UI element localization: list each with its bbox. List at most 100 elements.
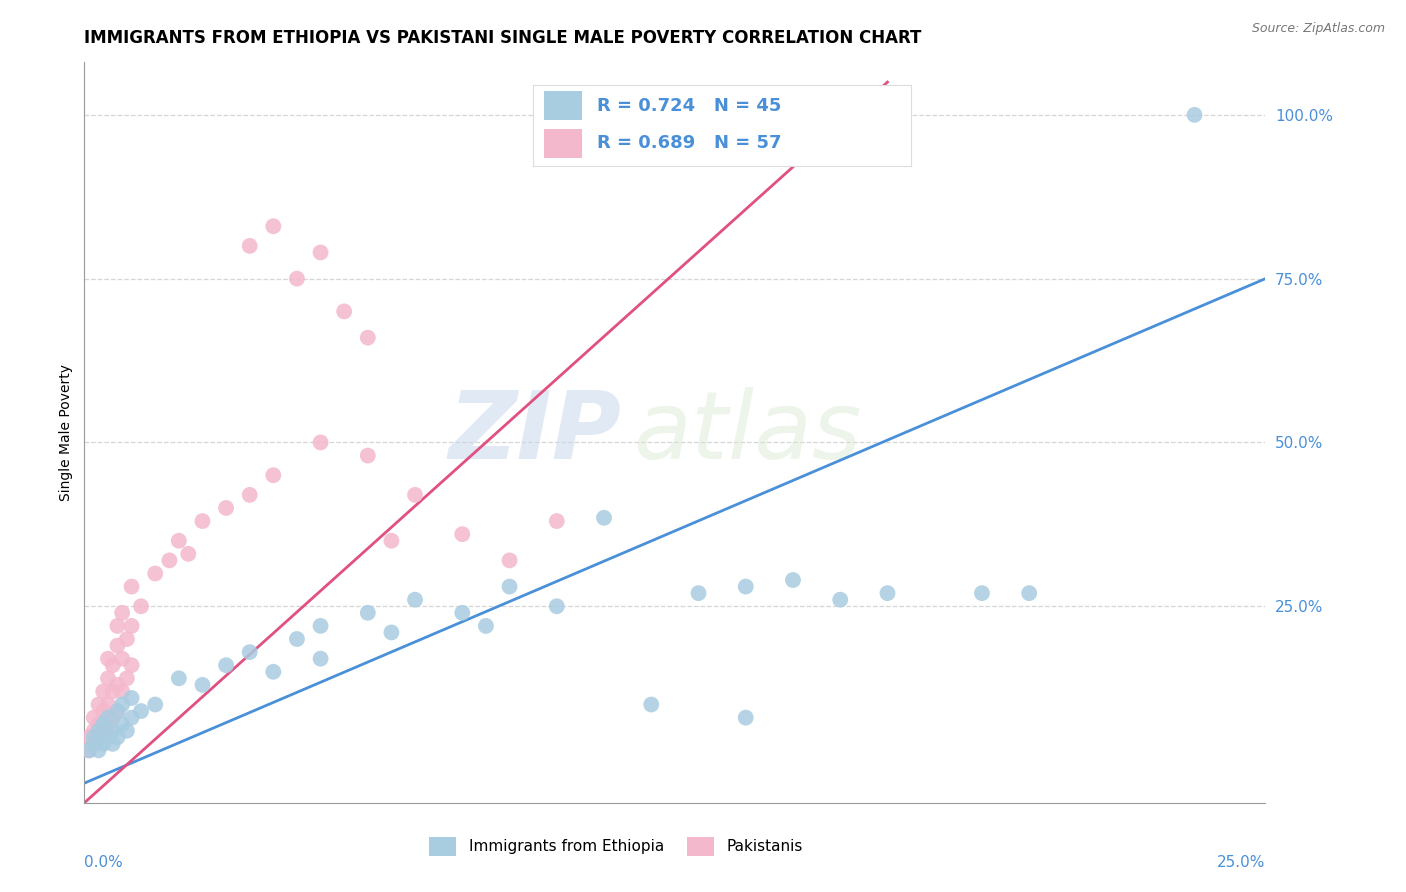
- Point: [191, 678, 214, 692]
- Point: [239, 645, 262, 659]
- Point: [115, 671, 138, 685]
- Legend: Immigrants from Ethiopia, Pakistanis: Immigrants from Ethiopia, Pakistanis: [423, 831, 808, 862]
- Point: [91, 737, 114, 751]
- Text: 0.0%: 0.0%: [84, 855, 124, 870]
- Point: [262, 665, 284, 679]
- Point: [111, 651, 134, 665]
- Point: [91, 717, 114, 731]
- Point: [380, 625, 402, 640]
- Point: [97, 671, 120, 685]
- Point: [97, 731, 120, 745]
- Point: [262, 468, 284, 483]
- Point: [83, 737, 105, 751]
- Point: [87, 723, 110, 738]
- Point: [593, 510, 616, 524]
- Point: [111, 684, 134, 698]
- Point: [107, 639, 129, 653]
- Point: [380, 533, 402, 548]
- Point: [191, 514, 214, 528]
- Point: [97, 717, 120, 731]
- Point: [451, 527, 474, 541]
- Point: [215, 658, 238, 673]
- Point: [177, 547, 200, 561]
- Point: [309, 651, 332, 665]
- Text: IMMIGRANTS FROM ETHIOPIA VS PAKISTANI SINGLE MALE POVERTY CORRELATION CHART: IMMIGRANTS FROM ETHIOPIA VS PAKISTANI SI…: [84, 29, 922, 47]
- Point: [111, 717, 134, 731]
- Point: [97, 711, 120, 725]
- Point: [121, 711, 143, 725]
- Text: ZIP: ZIP: [449, 386, 621, 479]
- Point: [333, 304, 356, 318]
- Point: [1018, 586, 1040, 600]
- Point: [91, 723, 114, 738]
- Point: [111, 606, 134, 620]
- Point: [546, 514, 568, 528]
- Point: [91, 704, 114, 718]
- Point: [498, 580, 520, 594]
- Point: [97, 698, 120, 712]
- Point: [357, 449, 380, 463]
- Point: [115, 723, 138, 738]
- Point: [876, 586, 898, 600]
- Y-axis label: Single Male Poverty: Single Male Poverty: [59, 364, 73, 501]
- Point: [87, 731, 110, 745]
- Point: [129, 704, 152, 718]
- Point: [167, 533, 190, 548]
- Point: [97, 651, 120, 665]
- Point: [83, 731, 105, 745]
- Point: [309, 435, 332, 450]
- Point: [101, 711, 124, 725]
- Point: [688, 586, 710, 600]
- Point: [451, 606, 474, 620]
- Point: [101, 723, 124, 738]
- Text: Source: ZipAtlas.com: Source: ZipAtlas.com: [1251, 22, 1385, 36]
- Point: [107, 731, 129, 745]
- Text: 25.0%: 25.0%: [1218, 855, 1265, 870]
- Text: atlas: atlas: [634, 387, 862, 478]
- Point: [107, 619, 129, 633]
- Point: [640, 698, 662, 712]
- Point: [101, 684, 124, 698]
- Point: [404, 488, 426, 502]
- Point: [1184, 108, 1206, 122]
- Point: [157, 553, 180, 567]
- Point: [143, 698, 166, 712]
- Point: [309, 619, 332, 633]
- Point: [262, 219, 284, 234]
- Point: [215, 500, 238, 515]
- Point: [734, 580, 756, 594]
- Point: [121, 580, 143, 594]
- Point: [91, 684, 114, 698]
- Point: [309, 245, 332, 260]
- Point: [77, 731, 100, 745]
- Point: [121, 658, 143, 673]
- Point: [115, 632, 138, 646]
- Point: [782, 573, 804, 587]
- Point: [546, 599, 568, 614]
- Point: [77, 743, 100, 757]
- Point: [167, 671, 190, 685]
- Point: [830, 592, 852, 607]
- Point: [101, 737, 124, 751]
- Point: [107, 704, 129, 718]
- Point: [121, 690, 143, 705]
- Point: [107, 704, 129, 718]
- Point: [475, 619, 498, 633]
- Point: [734, 711, 756, 725]
- Point: [87, 717, 110, 731]
- Point: [404, 592, 426, 607]
- Point: [101, 658, 124, 673]
- Point: [357, 330, 380, 344]
- Point: [77, 743, 100, 757]
- Point: [121, 619, 143, 633]
- Point: [83, 737, 105, 751]
- Point: [87, 698, 110, 712]
- Point: [285, 271, 308, 285]
- Point: [83, 723, 105, 738]
- Point: [239, 239, 262, 253]
- Point: [970, 586, 993, 600]
- Point: [87, 743, 110, 757]
- Point: [285, 632, 308, 646]
- Point: [143, 566, 166, 581]
- Point: [129, 599, 152, 614]
